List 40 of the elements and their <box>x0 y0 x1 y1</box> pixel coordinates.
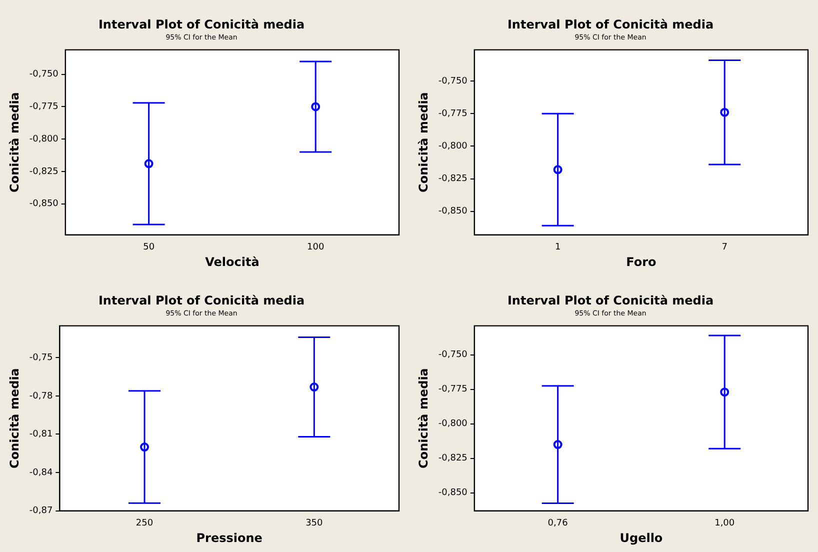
y-tick-label: -0,775 <box>438 384 468 395</box>
x-tick-label: 0,76 <box>548 518 568 529</box>
chart-title: Interval Plot of Conicità media <box>507 17 714 32</box>
y-tick-label: -0,78 <box>29 391 53 402</box>
y-tick-label: -0,775 <box>29 102 58 112</box>
x-tick-label: 350 <box>306 518 324 529</box>
y-tick-label: -0,87 <box>29 506 53 516</box>
y-tick-label: -0,750 <box>438 76 468 86</box>
y-axis-title: Conicità media <box>416 92 430 192</box>
y-tick-label: -0,775 <box>438 108 468 119</box>
x-axis-title: Foro <box>626 254 656 269</box>
y-tick-label: -0,750 <box>29 70 59 80</box>
y-tick-label: -0,800 <box>438 419 468 430</box>
y-tick-label: -0,800 <box>438 142 468 152</box>
y-tick-label: -0,75 <box>29 353 53 364</box>
y-tick-label: -0,800 <box>29 134 59 144</box>
x-tick-label: 100 <box>307 242 324 253</box>
y-tick-label: -0,825 <box>29 166 58 177</box>
x-axis-title: Ugello <box>620 530 663 545</box>
y-tick-label: -0,81 <box>29 430 53 440</box>
chart-title: Interval Plot of Conicità media <box>98 293 305 308</box>
y-axis-title: Conicità media <box>416 368 430 468</box>
y-tick-label: -0,850 <box>29 199 59 210</box>
x-tick-label: 250 <box>136 518 154 529</box>
x-tick-label: 1,00 <box>714 518 735 529</box>
x-axis-title: Velocità <box>205 254 260 269</box>
chart-title: Interval Plot of Conicità media <box>507 293 714 308</box>
y-axis-title: Conicità media <box>7 92 22 192</box>
y-axis-title: Conicità media <box>7 368 22 468</box>
x-tick-label: 50 <box>143 242 155 253</box>
x-axis-title: Pressione <box>196 530 262 545</box>
y-tick-label: -0,825 <box>438 174 468 184</box>
y-tick-label: -0,750 <box>438 350 468 360</box>
y-tick-label: -0,850 <box>438 488 468 498</box>
x-tick-label: 7 <box>722 242 728 253</box>
y-tick-label: -0,825 <box>438 454 468 464</box>
x-tick-label: 1 <box>554 242 561 253</box>
y-tick-label: -0,850 <box>438 206 468 217</box>
chart-title: Interval Plot of Conicità media <box>98 17 305 32</box>
y-tick-label: -0,84 <box>29 468 53 478</box>
